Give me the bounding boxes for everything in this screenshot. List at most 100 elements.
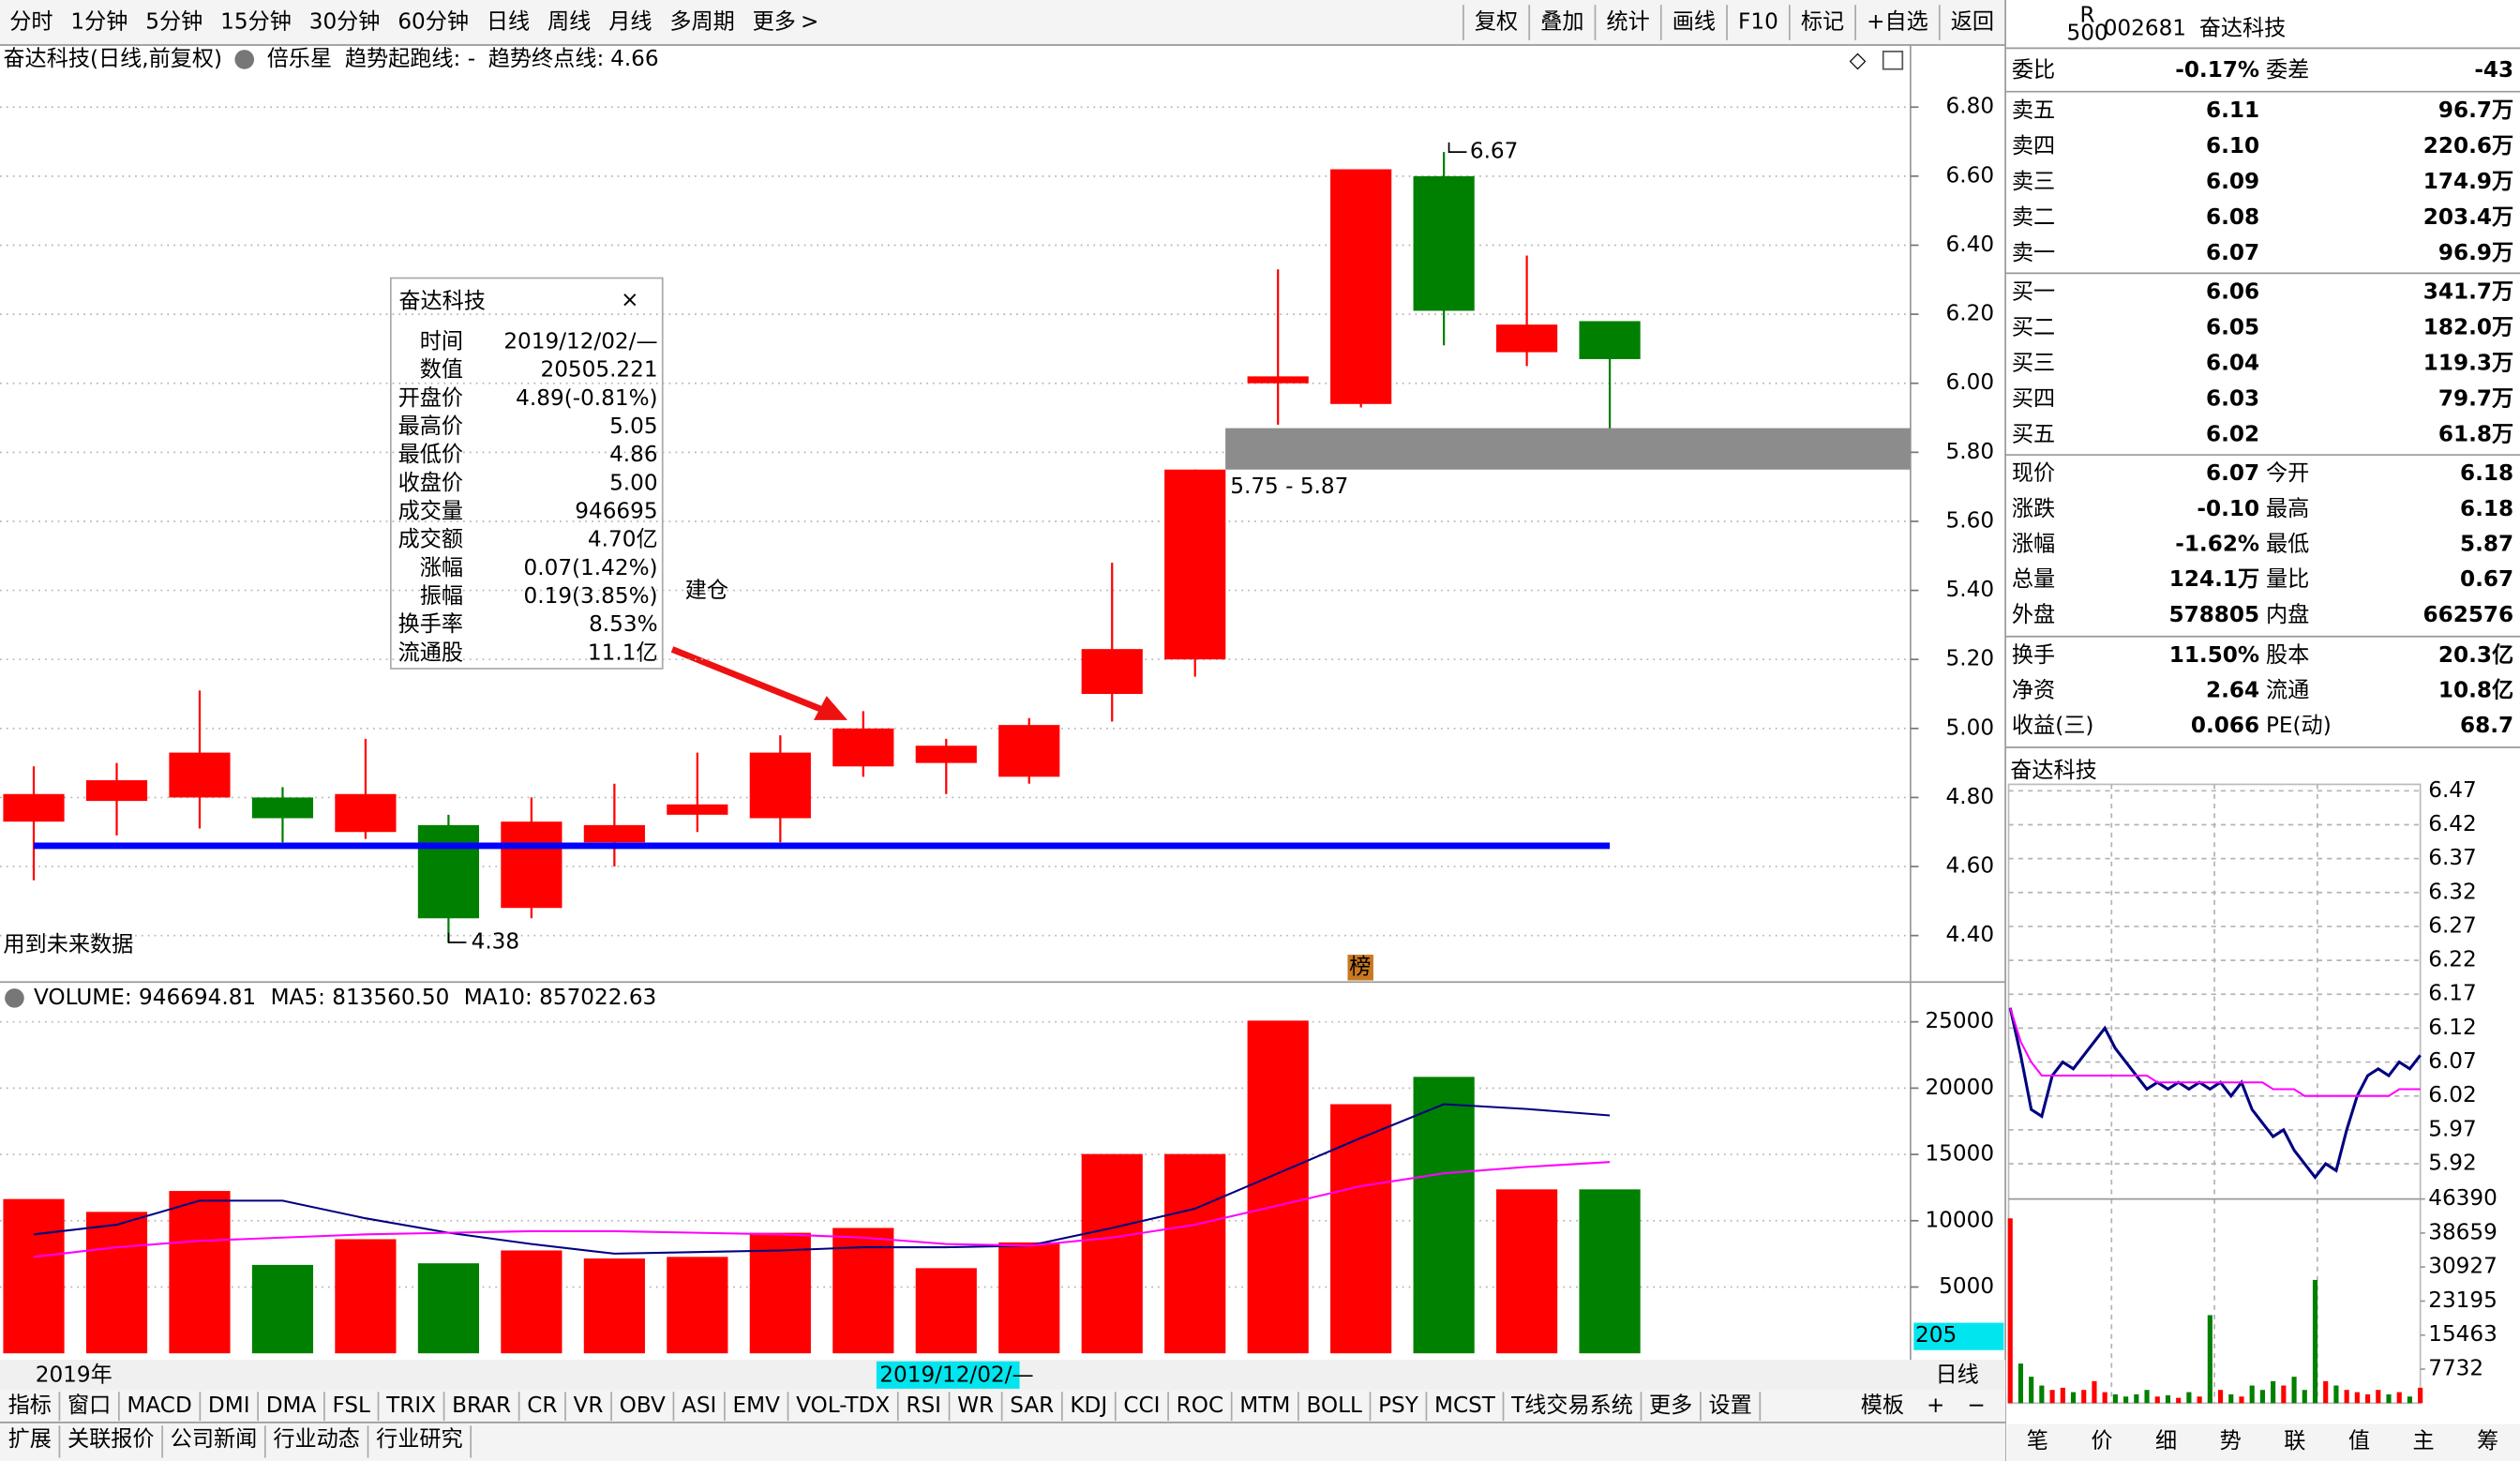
- side-tab[interactable]: 筹: [2477, 1429, 2498, 1453]
- tooltip-key: 涨幅: [420, 556, 463, 580]
- period-tab[interactable]: 日线: [487, 10, 530, 35]
- order-label: 卖四: [2012, 134, 2055, 158]
- volume-bar: [915, 1268, 977, 1354]
- indicator-tab[interactable]: EMV: [733, 1393, 781, 1418]
- tooltip-value: 5.00: [609, 471, 658, 495]
- period-tab[interactable]: 多周期: [669, 10, 734, 35]
- intraday-volume-bar: [2154, 1396, 2160, 1404]
- indicator-tab[interactable]: KDJ: [1070, 1393, 1107, 1418]
- toolbar-button[interactable]: 叠加: [1540, 10, 1583, 35]
- side-tab-bg: [2006, 1423, 2520, 1461]
- candle-body: [417, 824, 480, 919]
- period-tab[interactable]: 月线: [608, 10, 652, 35]
- badge[interactable]: 榜: [1349, 955, 1371, 979]
- badge-bg: [1347, 955, 1373, 981]
- bottom-tab[interactable]: 公司新闻: [171, 1427, 258, 1452]
- volume-bar: [1496, 1189, 1558, 1354]
- toolbar-button[interactable]: 画线: [1672, 10, 1716, 35]
- period-tab[interactable]: 更多: [753, 10, 796, 35]
- stat-label: 换手: [2012, 643, 2055, 668]
- stat-label: 涨幅: [2012, 533, 2055, 557]
- intraday-volume-bar: [2070, 1392, 2077, 1404]
- indicator-tab[interactable]: 更多: [1649, 1393, 1692, 1418]
- icon[interactable]: ◇: [1850, 49, 1867, 73]
- indicator-tab[interactable]: WR: [957, 1393, 994, 1418]
- toolbar-button[interactable]: F10: [1738, 10, 1778, 35]
- period-tab[interactable]: 15分钟: [220, 10, 292, 35]
- period-tab[interactable]: 分时: [9, 10, 52, 35]
- toolbar-button[interactable]: 返回: [1951, 10, 1994, 35]
- indicator-tab[interactable]: MTM: [1239, 1393, 1290, 1418]
- intraday-volume-bar: [2271, 1380, 2276, 1404]
- template-tab[interactable]: −: [1967, 1393, 1985, 1418]
- indicator-icon[interactable]: [234, 50, 255, 69]
- indicator-tab[interactable]: FSL: [332, 1393, 370, 1418]
- intraday-volume-bar: [2007, 1218, 2013, 1404]
- indicator-tab[interactable]: VR: [574, 1393, 604, 1418]
- tooltip-key: 换手率: [398, 612, 463, 637]
- period-tab[interactable]: 30分钟: [309, 10, 381, 35]
- indicator-tab[interactable]: T线交易系统: [1510, 1393, 1633, 1418]
- indicator-tab[interactable]: MCST: [1434, 1393, 1496, 1418]
- side-tab[interactable]: 值: [2348, 1429, 2370, 1453]
- bottom-tab[interactable]: 行业研究: [376, 1427, 463, 1452]
- candle-body: [85, 780, 148, 802]
- side-tab[interactable]: 联: [2284, 1429, 2305, 1453]
- side-tab[interactable]: 主: [2413, 1429, 2435, 1453]
- order-label: 卖三: [2012, 170, 2055, 194]
- indicator-tab[interactable]: OBV: [620, 1393, 666, 1418]
- side-tab[interactable]: 价: [2091, 1429, 2112, 1453]
- icon[interactable]: [1882, 50, 1904, 70]
- indicator-tab[interactable]: DMA: [266, 1393, 317, 1418]
- tooltip-value: 11.1亿: [588, 640, 658, 665]
- side-tab[interactable]: 笔: [2027, 1429, 2048, 1453]
- toolbar-button[interactable]: 标记: [1801, 10, 1844, 35]
- indicator-tab[interactable]: BRAR: [452, 1393, 511, 1418]
- period-tab[interactable]: 周线: [548, 10, 591, 35]
- template-tab[interactable]: +: [1927, 1393, 1944, 1418]
- intraday-volume-bar: [2228, 1393, 2234, 1404]
- stat-value: 0.67: [2460, 567, 2513, 592]
- indicator-tab[interactable]: BOLL: [1306, 1393, 1362, 1418]
- indicator-name[interactable]: 倍乐星: [267, 47, 332, 71]
- period-tab[interactable]: 1分钟: [70, 10, 128, 35]
- indicator-tab[interactable]: 设置: [1708, 1393, 1751, 1418]
- intraday-volume-bar: [2364, 1393, 2371, 1404]
- indicator-tab[interactable]: RSI: [906, 1393, 941, 1418]
- indicator-tab[interactable]: ROC: [1177, 1393, 1223, 1418]
- tooltip-close[interactable]: ×: [621, 288, 638, 312]
- indicator-tab[interactable]: DMI: [208, 1393, 250, 1418]
- indicator-tab[interactable]: VOL-TDX: [796, 1393, 890, 1418]
- indicator-tab[interactable]: CR: [527, 1393, 557, 1418]
- indicator-tab[interactable]: ASI: [682, 1393, 716, 1418]
- side-tab[interactable]: 细: [2155, 1429, 2177, 1453]
- intraday-volume-bar: [2060, 1387, 2065, 1404]
- indicator-tab[interactable]: 窗口: [68, 1393, 111, 1418]
- side-tab[interactable]: 势: [2220, 1429, 2242, 1453]
- cursor-date: 2019/12/02/—: [879, 1363, 1033, 1388]
- toolbar-button[interactable]: 统计: [1606, 10, 1649, 35]
- period-label: 日线: [1935, 1363, 1978, 1388]
- indicator-tab[interactable]: CCI: [1123, 1393, 1160, 1418]
- tooltip-value: 20505.221: [540, 358, 657, 383]
- template-tab[interactable]: 模板: [1861, 1393, 1904, 1418]
- order-volume: 119.3万: [2423, 352, 2513, 376]
- bottom-tab[interactable]: 扩展: [8, 1427, 52, 1452]
- toolbar-button[interactable]: +自选: [1867, 10, 1928, 35]
- intraday-volume-bar: [2259, 1390, 2265, 1404]
- bottom-tab[interactable]: 关联报价: [68, 1427, 155, 1452]
- indicator-tab[interactable]: PSY: [1378, 1393, 1419, 1418]
- indicator-tab[interactable]: 指标: [8, 1393, 52, 1418]
- bottom-tab[interactable]: 行业动态: [273, 1427, 360, 1452]
- intraday-volume-bar: [2354, 1392, 2360, 1404]
- period-tab[interactable]: 5分钟: [145, 10, 202, 35]
- indicator-icon[interactable]: [5, 988, 24, 1008]
- indicator-tab[interactable]: TRIX: [385, 1393, 436, 1418]
- indicator-tab[interactable]: MACD: [127, 1393, 191, 1418]
- tooltip-key: 成交量: [398, 500, 463, 524]
- y-tick-label: 6.12: [2428, 1016, 2477, 1040]
- y-tick-label: 6.02: [2428, 1083, 2477, 1107]
- indicator-tab[interactable]: SAR: [1010, 1393, 1054, 1418]
- toolbar-button[interactable]: 复权: [1475, 10, 1518, 35]
- period-tab[interactable]: 60分钟: [398, 10, 469, 35]
